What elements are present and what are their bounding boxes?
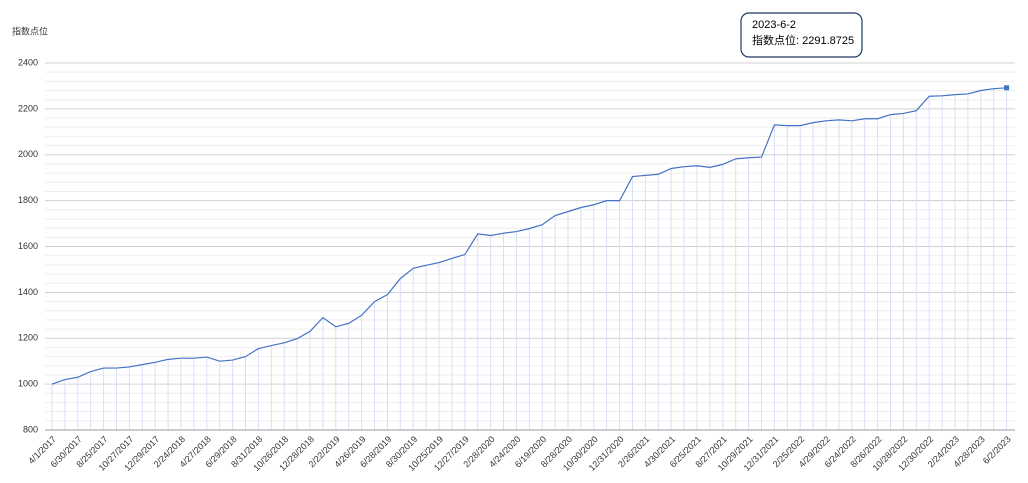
y-tick-label: 2200	[18, 103, 38, 113]
y-tick-label: 1600	[18, 241, 38, 251]
y-tick-label: 2000	[18, 149, 38, 159]
y-axis-title: 指数点位	[12, 25, 48, 36]
y-tick-label: 800	[23, 424, 38, 434]
y-tick-label: 2400	[18, 57, 38, 67]
x-tick-label: 6/2/2023	[981, 434, 1013, 466]
y-tick-label: 1200	[18, 333, 38, 343]
y-tick-label: 1800	[18, 195, 38, 205]
tooltip-label: 指数点位: 2291.8725	[752, 33, 854, 47]
tooltip-box	[740, 12, 863, 58]
highlight-point	[1004, 85, 1010, 91]
y-tick-label: 1000	[18, 379, 38, 389]
series-line	[51, 87, 1007, 385]
y-tick-label: 1400	[18, 287, 38, 297]
tooltip-title: 2023-6-2	[752, 19, 796, 31]
tooltip: 2023-6-2 指数点位: 2291.8725	[740, 12, 863, 58]
